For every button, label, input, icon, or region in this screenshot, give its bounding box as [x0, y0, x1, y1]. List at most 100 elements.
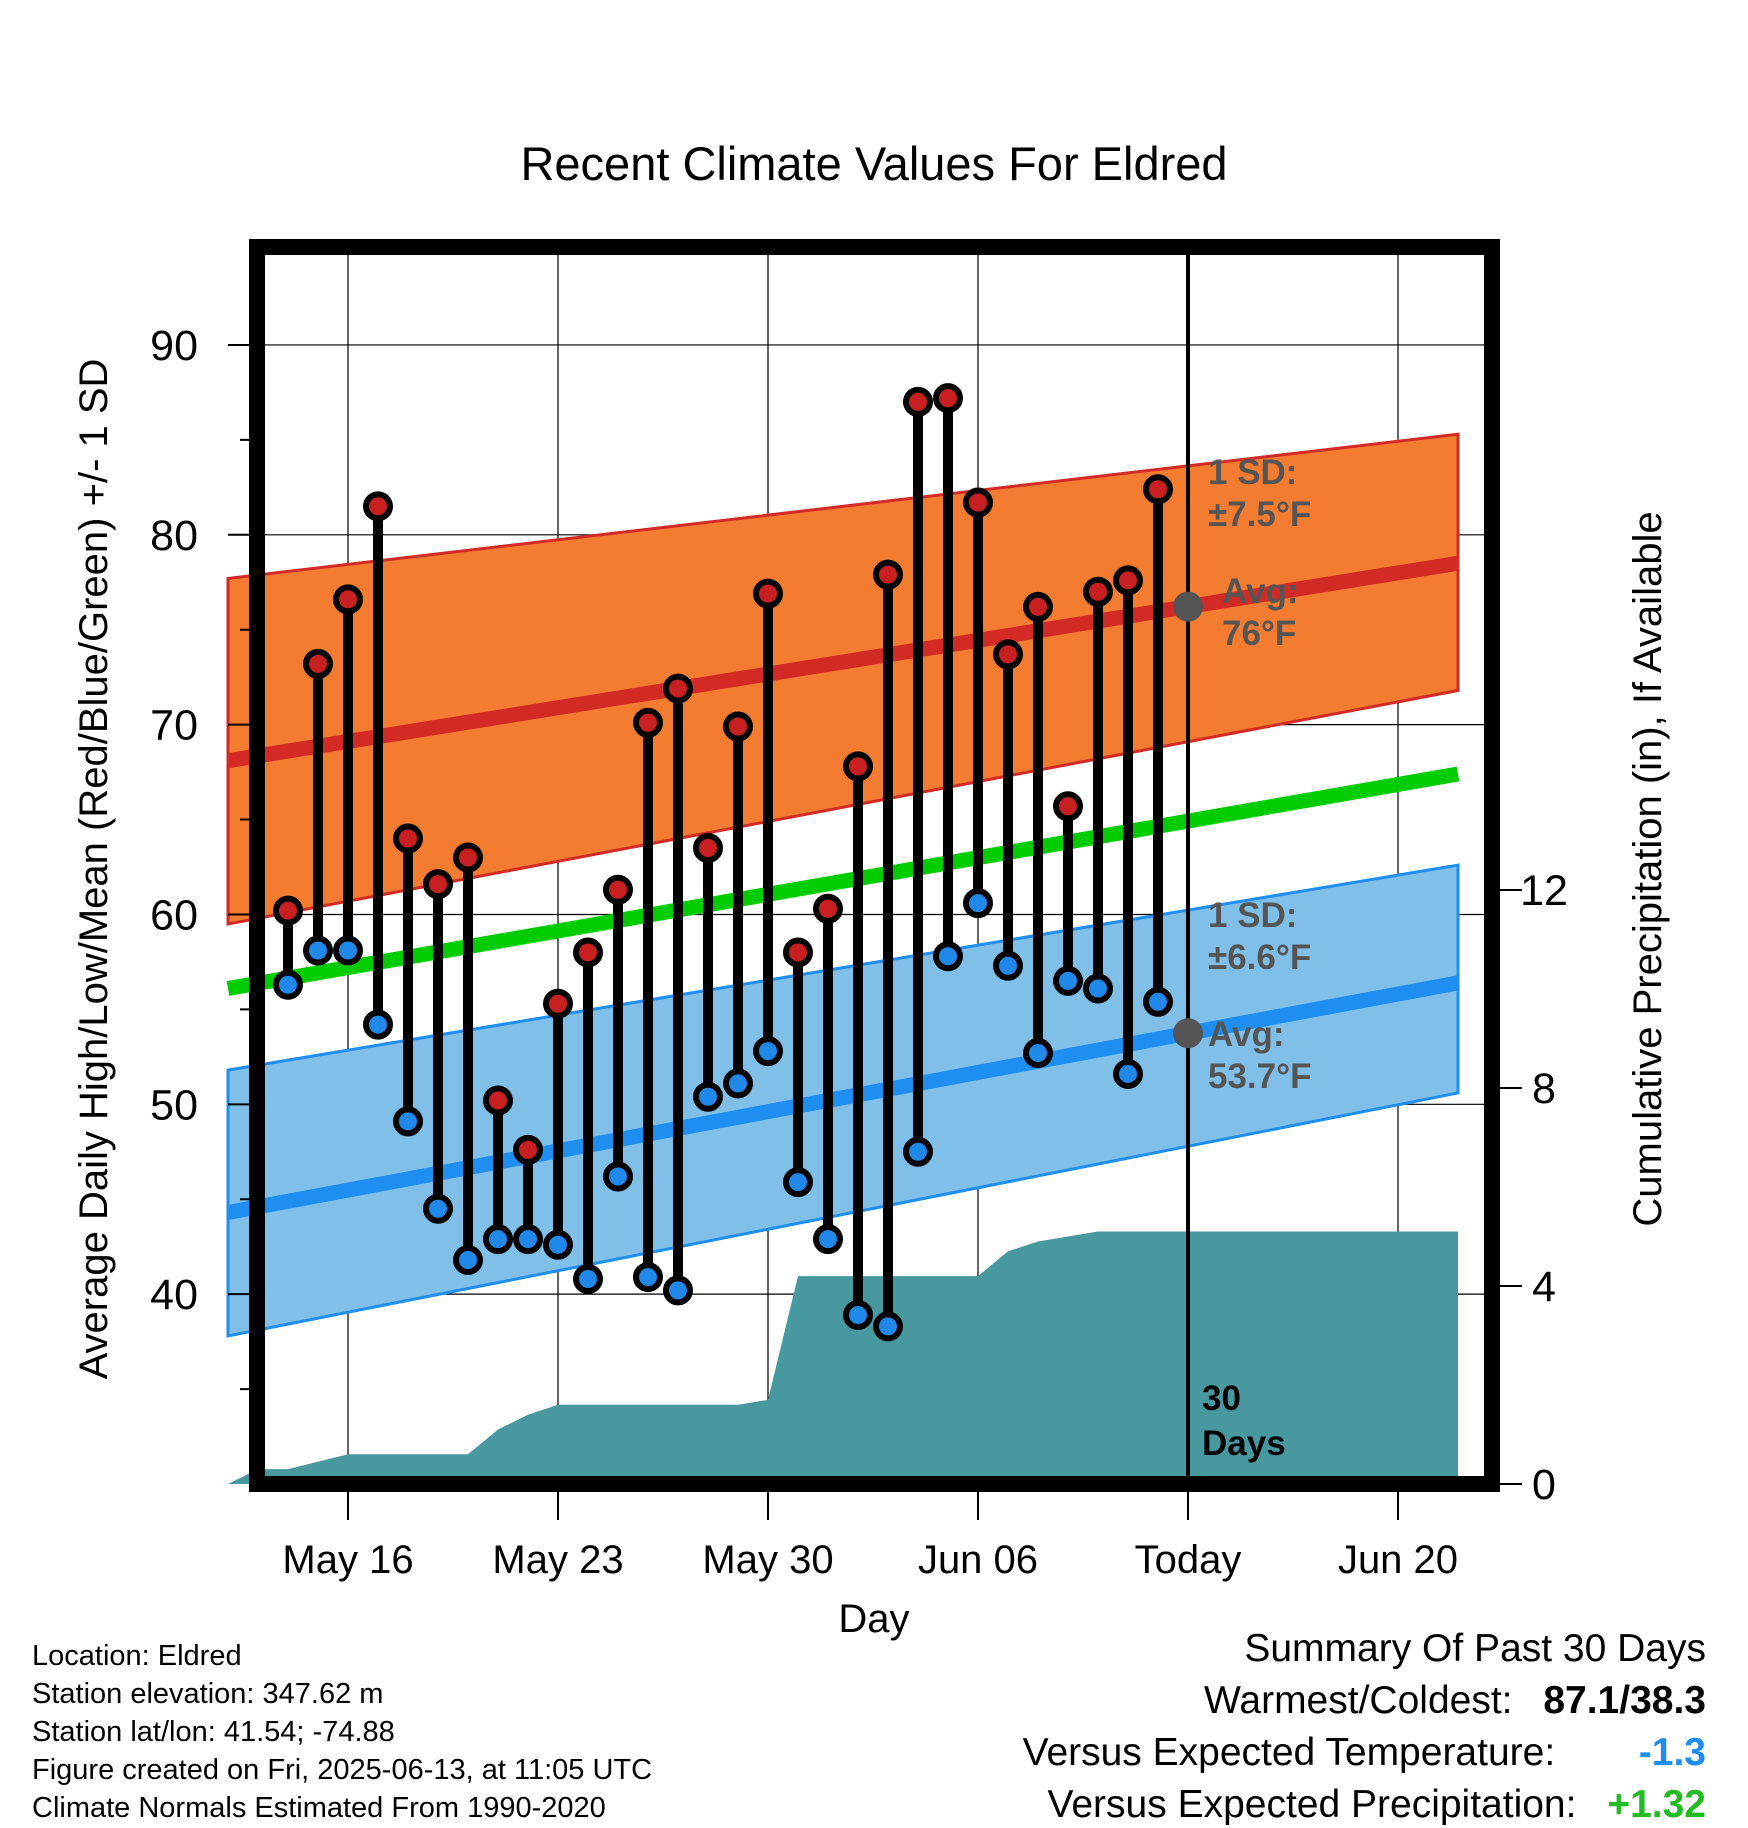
daily-low-point [423, 1193, 453, 1224]
summary-warmest-coldest: Warmest/Coldest: 87.1/38.3 [1204, 1679, 1706, 1723]
x-tick-label: May 16 [282, 1538, 413, 1582]
y2-tick-label: 8 [1532, 1065, 1556, 1113]
daily-low-point [1143, 986, 1173, 1017]
x-axis-title: Day [838, 1597, 909, 1641]
daily-high-point [783, 937, 813, 968]
daily-low-point [963, 888, 993, 919]
daily-high-point [813, 893, 843, 924]
cumulative-precipitation-area [228, 1231, 1458, 1484]
daily-high-point [363, 491, 393, 522]
location-text: Location: Eldred [32, 1640, 242, 1672]
created-text: Figure created on Fri, 2025-06-13, at 11… [32, 1754, 653, 1786]
daily-high-point [303, 648, 333, 679]
temperature-value: -1.3 [1638, 1731, 1706, 1774]
daily-high-point [603, 874, 633, 905]
daily-low-point [933, 941, 963, 972]
daily-low-point [993, 950, 1023, 981]
daily-high-point [723, 711, 753, 742]
temperature-label: Versus Expected Temperature: [1022, 1731, 1556, 1774]
daily-high-point [1023, 591, 1053, 622]
daily-high-point [513, 1134, 543, 1165]
x-tick-label: Jun 06 [918, 1538, 1038, 1582]
high-sd-annotation: 1 SD: ±7.5°F [1208, 453, 1311, 534]
daily-high-point [963, 487, 993, 518]
y2-tick-label: 0 [1532, 1461, 1556, 1509]
axes: 40 50 60 70 80 90 0 4 8 12 May 16 May 23 May 30 Jun 0… [72, 322, 1670, 1641]
daily-high-point [273, 895, 303, 926]
daily-low-point [783, 1167, 813, 1198]
y-axis-title: Average Daily High/Low/Mean (Red/Blue/Gr… [72, 359, 116, 1380]
y-tick-label: 90 [150, 322, 198, 370]
plot-frame [249, 239, 1500, 1492]
daily-high-point [753, 578, 783, 609]
normal-high-line [226, 555, 1460, 769]
precipitation-label: Versus Expected Precipitation: [1047, 1783, 1577, 1826]
normals-text: Climate Normals Estimated From 1990-2020 [32, 1792, 606, 1824]
y-tick-label: 40 [150, 1271, 198, 1319]
x-tick-label: Today [1135, 1538, 1242, 1582]
daily-low-point [573, 1263, 603, 1294]
daily-low-point [363, 1009, 393, 1040]
summary-precipitation: Versus Expected Precipitation: +1.32 [1048, 1783, 1707, 1827]
days-annotation: 30 Days [1202, 1379, 1286, 1463]
daily-high-point [543, 988, 573, 1019]
summary-title: Summary Of Past 30 Days [1244, 1627, 1706, 1670]
daily-low-point [543, 1229, 573, 1260]
daily-low-point [333, 935, 363, 966]
daily-low-point [1083, 973, 1113, 1004]
daily-low-point [303, 935, 333, 966]
daily-high-point [1143, 474, 1173, 505]
daily-high-point [483, 1085, 513, 1116]
today-normal-low-marker [1173, 1018, 1203, 1049]
daily-high-point [993, 639, 1023, 670]
daily-low-point [633, 1262, 663, 1293]
y2-tick-label: 12 [1520, 867, 1568, 915]
x-tick-label: Jun 20 [1338, 1538, 1458, 1582]
daily-low-point [693, 1081, 723, 1112]
station-info: Location: Eldred Station elevation: 347.… [32, 1637, 652, 1827]
summary-temperature: Versus Expected Temperature: -1.3 [1023, 1731, 1706, 1775]
daily-low-point [453, 1244, 483, 1275]
low-sd-annotation: 1 SD: ±6.6°F [1208, 896, 1311, 977]
normal-high-sd-band [226, 432, 1460, 926]
daily-high-point [1113, 565, 1143, 596]
today-normal-high-marker [1173, 591, 1203, 622]
precipitation-value: +1.32 [1607, 1783, 1706, 1826]
daily-high-point [903, 386, 933, 417]
daily-high-point [423, 869, 453, 900]
daily-high-point [873, 559, 903, 590]
daily-low-point [393, 1106, 423, 1137]
y-tick-label: 80 [150, 512, 198, 560]
normal-bands [226, 432, 1460, 1338]
warmest-coldest-value: 87.1/38.3 [1543, 1679, 1706, 1722]
daily-low-point [1053, 965, 1083, 996]
daily-high-point [393, 823, 423, 854]
x-tick-label: May 23 [492, 1538, 623, 1582]
y2-axis-title: Cumulative Precipitation (in), If Availa… [1626, 511, 1670, 1226]
y2-tick-label: 4 [1532, 1263, 1556, 1311]
normal-annotations: 1 SD: ±7.5°F Avg: 76°F 1 SD: ±6.6°F Avg: 53.7°F… [1173, 453, 1312, 1463]
daily-low-point [843, 1300, 873, 1331]
warmest-coldest-label: Warmest/Coldest: [1204, 1679, 1513, 1722]
daily-low-point [723, 1068, 753, 1099]
high-avg-annotation: Avg: 76°F [1222, 572, 1298, 653]
daily-high-point [333, 584, 363, 615]
daily-low-point [273, 969, 303, 1000]
daily-high-point [1053, 791, 1083, 822]
daily-low-point [873, 1311, 903, 1342]
low-avg-annotation: Avg: 53.7°F [1208, 1015, 1312, 1096]
daily-high-point [633, 707, 663, 738]
daily-high-point [843, 751, 873, 782]
daily-high-point [693, 833, 723, 864]
daily-low-point [813, 1224, 843, 1255]
daily-low-point [1023, 1038, 1053, 1069]
daily-low-point [603, 1161, 633, 1192]
daily-high-point [1083, 576, 1113, 607]
latlon-text: Station lat/lon: 41.54; -74.88 [32, 1716, 395, 1748]
y-tick-label: 50 [150, 1081, 198, 1129]
daily-low-point [483, 1224, 513, 1255]
x-tick-label: May 30 [702, 1538, 833, 1582]
daily-high-point [573, 937, 603, 968]
daily-low-point [1113, 1058, 1143, 1089]
